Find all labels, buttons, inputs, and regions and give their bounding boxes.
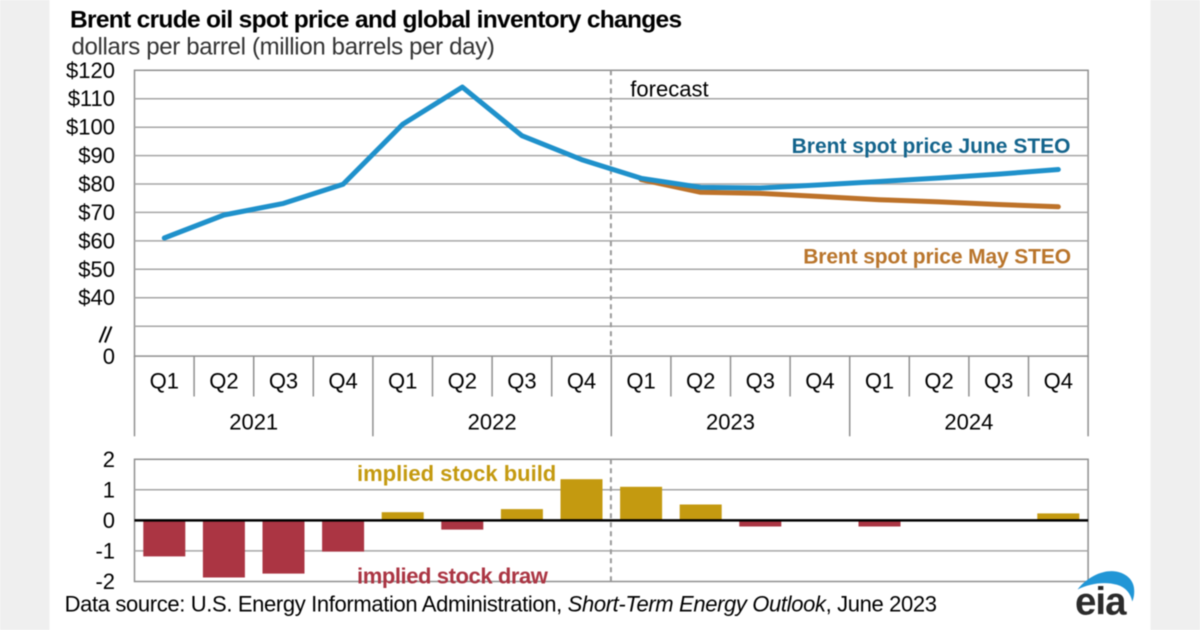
svg-text:Q2: Q2 (448, 369, 477, 394)
svg-text:0: 0 (103, 344, 115, 369)
svg-text:Q2: Q2 (924, 369, 953, 394)
svg-text:$40: $40 (78, 285, 115, 310)
svg-text:Q1: Q1 (388, 369, 417, 394)
svg-text:Brent spot price June STEO: Brent spot price June STEO (792, 135, 1071, 158)
svg-text:Q1: Q1 (626, 369, 655, 394)
svg-text:$90: $90 (78, 143, 115, 168)
svg-text:Q2: Q2 (686, 369, 715, 394)
svg-text:1: 1 (103, 477, 115, 502)
svg-text:$110: $110 (68, 86, 115, 111)
svg-text:2021: 2021 (229, 410, 278, 435)
svg-text:Brent crude oil spot price and: Brent crude oil spot price and global in… (70, 7, 681, 34)
svg-text:Q1: Q1 (865, 369, 894, 394)
svg-text:Q4: Q4 (805, 369, 834, 394)
svg-text:implied stock build: implied stock build (357, 461, 556, 486)
svg-text:eia: eia (1075, 581, 1127, 624)
svg-text:$100: $100 (66, 115, 115, 140)
svg-text:Q4: Q4 (567, 369, 596, 394)
svg-text:2: 2 (103, 447, 115, 472)
svg-text:Q3: Q3 (984, 369, 1013, 394)
svg-text:Q4: Q4 (1044, 369, 1073, 394)
svg-text:Data source: U.S. Energy Infor: Data source: U.S. Energy Information Adm… (65, 592, 937, 617)
svg-text:Q4: Q4 (328, 369, 357, 394)
svg-text:2024: 2024 (944, 410, 993, 435)
svg-text:Brent spot price May STEO: Brent spot price May STEO (803, 246, 1071, 269)
svg-text:Q3: Q3 (507, 369, 536, 394)
svg-text:2023: 2023 (706, 410, 755, 435)
svg-text:$60: $60 (78, 228, 115, 253)
svg-text:Q3: Q3 (269, 369, 298, 394)
svg-text:Q2: Q2 (209, 369, 238, 394)
svg-text:dollars per barrel (million ba: dollars per barrel (million barrels per … (72, 34, 495, 61)
svg-text:Q1: Q1 (150, 369, 179, 394)
svg-text:Q3: Q3 (746, 369, 775, 394)
svg-text:-2: -2 (95, 569, 115, 594)
svg-text:forecast: forecast (630, 76, 708, 101)
svg-text:$80: $80 (78, 172, 115, 197)
svg-text:$70: $70 (78, 200, 115, 225)
svg-text:implied stock draw: implied stock draw (357, 564, 549, 589)
svg-text:0: 0 (103, 508, 115, 533)
svg-text:2022: 2022 (468, 410, 517, 435)
svg-text:-1: -1 (95, 538, 115, 563)
svg-text:$50: $50 (78, 257, 115, 282)
svg-text:$120: $120 (66, 58, 115, 83)
